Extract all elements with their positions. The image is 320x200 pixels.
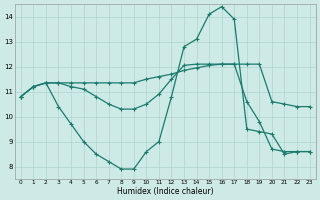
X-axis label: Humidex (Indice chaleur): Humidex (Indice chaleur) bbox=[117, 187, 213, 196]
